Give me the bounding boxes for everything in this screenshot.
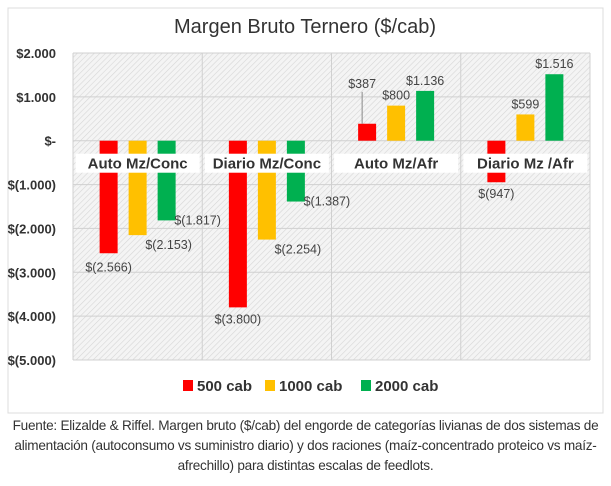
data-label: $387 <box>348 77 376 91</box>
bar-2000-cab <box>545 74 564 141</box>
legend-label: 2000 cab <box>375 378 438 395</box>
category-label: Diario Mz/Conc <box>213 156 321 173</box>
category-label-bg <box>334 153 459 173</box>
data-label: $(2.566) <box>85 260 132 274</box>
bar-2000-cab <box>157 140 176 221</box>
category-label: Auto Mz/Conc <box>88 156 188 173</box>
y-tick-label: $(4.000) <box>8 309 56 324</box>
legend-label: 500 cab <box>197 378 252 395</box>
y-tick-label: $(3.000) <box>8 265 56 280</box>
y-tick-label: $(5.000) <box>8 353 56 368</box>
data-label: $1.516 <box>535 57 573 71</box>
category-label-bg <box>204 153 329 173</box>
y-tick-label: $2.000 <box>16 46 56 61</box>
data-label: $(2.153) <box>145 238 192 252</box>
legend-swatch <box>265 380 275 391</box>
data-label: $(947) <box>478 187 514 201</box>
category-label-bg <box>463 153 588 173</box>
data-label: $(3.800) <box>215 312 262 326</box>
y-tick-label: $1.000 <box>16 90 56 105</box>
data-label: $599 <box>511 97 539 111</box>
category-label-bg <box>75 153 200 173</box>
data-label: $(1.817) <box>174 213 221 227</box>
y-tick-label: $(2.000) <box>8 221 56 236</box>
bar-500-cab <box>228 140 247 308</box>
y-tick-label: $- <box>44 134 56 149</box>
category-label: Auto Mz/Afr <box>354 156 438 173</box>
bar-chart: Margen Bruto Ternero ($/cab) Auto Mz/Con… <box>7 7 604 414</box>
category-label: Diario Mz /Afr <box>477 156 574 173</box>
figure-caption: Fuente: Elizalde & Riffel. Margen bruto … <box>12 418 599 473</box>
bar-1000-cab <box>516 114 535 141</box>
data-label: $(2.254) <box>275 243 322 257</box>
data-label: $1.136 <box>406 74 444 88</box>
bar-2000-cab <box>416 90 435 141</box>
bar-500-cab <box>358 123 377 141</box>
data-label: $800 <box>382 89 410 103</box>
legend-swatch <box>361 380 371 391</box>
legend-label: 1000 cab <box>279 378 342 395</box>
chart-title: Margen Bruto Ternero ($/cab) <box>174 16 436 38</box>
y-tick-label: $(1.000) <box>8 178 56 193</box>
legend-swatch <box>183 380 193 391</box>
data-label: $(1.387) <box>304 195 351 209</box>
bar-1000-cab <box>387 105 406 141</box>
